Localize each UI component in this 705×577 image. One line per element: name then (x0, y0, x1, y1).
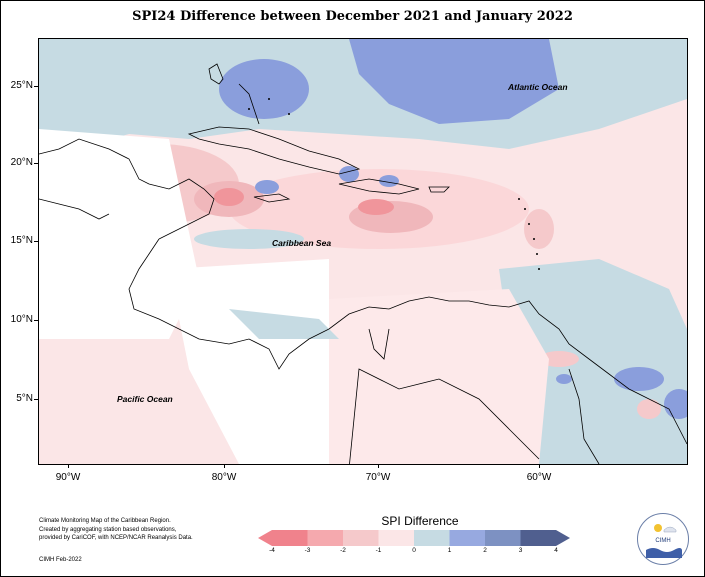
lat-tick-25n (34, 86, 38, 87)
legend-tick-label: -1 (375, 547, 382, 554)
spi-negative-orinoco (539, 351, 579, 367)
cimh-logo: CIMH (637, 513, 689, 565)
lat-label-5n: 5°N (16, 393, 33, 404)
credits-text: Climate Monitoring Map of the Caribbean … (39, 517, 219, 543)
map-area: Atlantic Ocean Caribbean Sea Pacific Oce… (38, 38, 688, 465)
lon-tick-60w (539, 464, 540, 468)
legend-end-right (556, 530, 570, 546)
spi-near-normal-south-america (329, 289, 549, 464)
spi-strong-positive-jamaica (255, 180, 279, 194)
spi-near-normal-central-america (169, 259, 329, 464)
lon-label-70w: 70°W (365, 472, 391, 483)
legend-swatch (449, 530, 485, 546)
lat-tick-20n (34, 163, 38, 164)
spi-strong-positive-southeast (664, 389, 687, 419)
legend-swatch (485, 530, 521, 546)
map-svg (39, 39, 687, 464)
legend-swatch (520, 530, 556, 546)
lat-label-10n: 10°N (10, 314, 33, 325)
legend-end-left (258, 530, 272, 546)
map-title: SPI24 Difference between December 2021 a… (132, 9, 573, 24)
spi-negative-guyana (637, 399, 661, 419)
lat-tick-15n (34, 241, 38, 242)
legend-swatch (343, 530, 379, 546)
lon-tick-70w (378, 464, 379, 468)
lat-tick-5n (34, 399, 38, 400)
lon-tick-90w (68, 464, 69, 468)
spi-strong-positive-coast (556, 374, 572, 384)
spi-min-hispaniola (358, 199, 394, 215)
pacific-ocean-label: Pacific Ocean (117, 394, 173, 404)
lon-label-90w: 90°W (55, 472, 81, 483)
island-markers (248, 98, 540, 270)
legend-tick-label: -2 (340, 547, 346, 554)
coastlines (39, 63, 687, 464)
spi-strong-positive-hispaniola (379, 175, 399, 187)
spi-positive-panama (229, 309, 339, 339)
legend-tick-label: 3 (518, 547, 523, 554)
credits-footer: CIMH Feb-2022 (39, 557, 82, 563)
legend-swatch (378, 530, 414, 546)
lon-label-80w: 80°W (211, 472, 237, 483)
spi-min-jamaica (214, 188, 244, 206)
credits-line-2: Created by aggregating station based obs… (39, 526, 177, 533)
legend-swatch (272, 530, 308, 546)
spi-negative-antilles (524, 209, 554, 249)
legend-tick-label: -4 (269, 547, 275, 554)
lon-label-60w: 60°W (526, 472, 552, 483)
credits-line-1: Climate Monitoring Map of the Caribbean … (39, 518, 171, 524)
legend-tick-label: 2 (483, 547, 487, 554)
spi-near-normal-mexico (39, 129, 199, 339)
legend-tick-label: 1 (447, 547, 452, 554)
logo-text: CIMH (655, 538, 671, 544)
lon-tick-80w (224, 464, 225, 468)
spi-positive-caribbean (194, 229, 304, 249)
legend-tick-label: 0 (412, 547, 416, 554)
lat-label-15n: 15°N (10, 235, 33, 246)
legend-title: SPI Difference (381, 514, 459, 528)
lat-label-20n: 20°N (10, 157, 33, 168)
legend-swatch (307, 530, 343, 546)
caribbean-sea-label: Caribbean Sea (272, 238, 332, 248)
legend-colorbar (258, 530, 570, 546)
legend-swatch (414, 530, 450, 546)
logo-emblem (646, 524, 682, 558)
legend-tick-label: 4 (554, 547, 558, 554)
lat-tick-10n (34, 320, 38, 321)
spi-strong-positive-east (614, 367, 664, 391)
legend-tick-label: -3 (304, 547, 311, 554)
spi-strong-positive-cuba (339, 166, 359, 182)
spi-strong-positive-atlantic (349, 39, 559, 124)
spi-strong-positive-bahamas (219, 59, 309, 119)
lat-label-25n: 25°N (10, 80, 33, 91)
atlantic-ocean-label: Atlantic Ocean (508, 82, 568, 92)
credits-line-3: provided by CariCOF, with NCEP/NCAR Rean… (39, 535, 193, 541)
